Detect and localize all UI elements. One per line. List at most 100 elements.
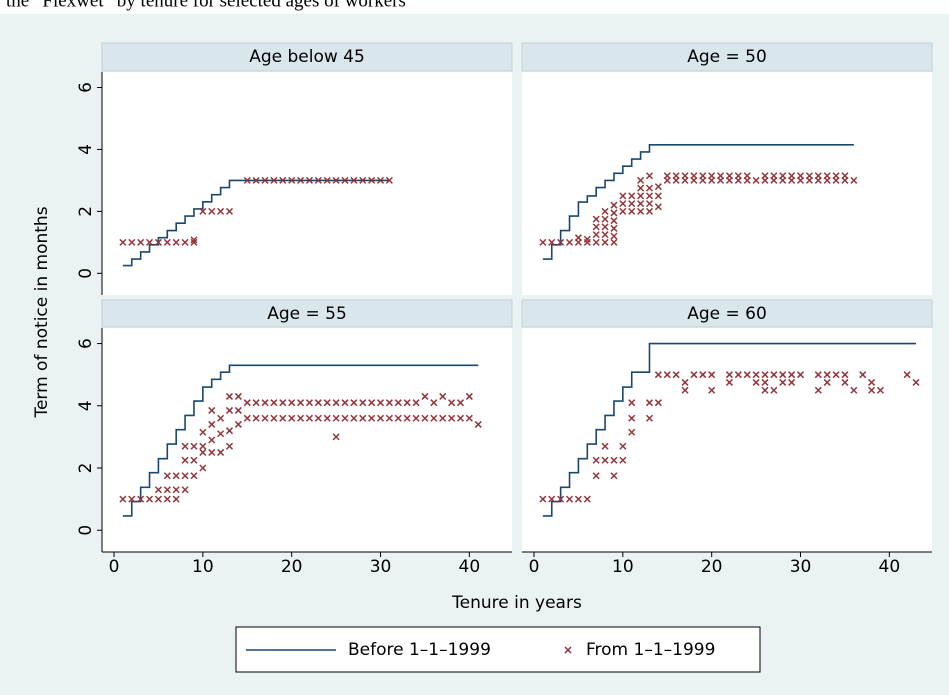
x-tick-label: 30 <box>790 557 812 577</box>
panel-header <box>521 299 933 328</box>
panel-header <box>101 42 513 72</box>
x-marker <box>368 414 376 422</box>
x-marker <box>163 486 171 494</box>
panel-title: Age = 60 <box>687 304 767 324</box>
x-marker <box>190 456 198 464</box>
x-marker <box>645 399 654 407</box>
x-marker <box>181 486 189 494</box>
x-marker <box>243 399 251 407</box>
x-marker <box>761 378 769 386</box>
x-marker <box>279 399 287 407</box>
x-marker <box>796 172 805 180</box>
x-marker <box>637 192 645 200</box>
x-marker <box>350 414 358 422</box>
x-marker <box>128 238 136 246</box>
x-marker <box>323 399 331 407</box>
x-marker <box>619 456 627 464</box>
x-marker <box>190 238 198 246</box>
x-marker <box>305 399 313 407</box>
x-marker <box>628 414 636 422</box>
x-marker <box>403 399 411 407</box>
x-marker <box>539 495 547 503</box>
panel-header <box>521 42 933 72</box>
x-marker <box>619 192 627 200</box>
x-marker <box>796 371 805 379</box>
x-marker <box>448 414 456 422</box>
panel-header <box>101 299 513 328</box>
x-marker <box>217 448 225 456</box>
x-marker <box>376 176 385 184</box>
x-marker <box>637 176 645 184</box>
x-marker <box>172 238 180 246</box>
x-marker <box>332 176 340 184</box>
x-marker <box>305 176 313 184</box>
x-marker <box>439 392 447 400</box>
x-marker <box>850 386 858 394</box>
x-marker <box>628 200 636 208</box>
x-marker <box>859 371 867 379</box>
x-marker <box>654 183 662 191</box>
x-marker <box>770 172 778 180</box>
x-marker <box>145 238 154 246</box>
x-marker <box>137 238 145 246</box>
x-marker <box>332 399 340 407</box>
x-marker <box>474 420 482 428</box>
x-marker <box>592 456 600 464</box>
x-marker <box>199 207 207 215</box>
x-marker <box>208 420 216 428</box>
x-tick-label: 20 <box>701 557 723 577</box>
x-marker <box>610 472 618 480</box>
x-tick-label: 10 <box>612 557 634 577</box>
x-marker <box>234 406 242 414</box>
x-marker <box>403 414 411 422</box>
x-marker <box>725 371 733 379</box>
x-marker <box>314 399 322 407</box>
x-marker <box>823 378 831 386</box>
x-marker <box>583 235 591 243</box>
x-marker <box>708 172 716 180</box>
x-marker <box>672 172 680 180</box>
plot-area <box>102 328 512 552</box>
step-line <box>122 364 479 517</box>
x-marker <box>181 456 189 464</box>
x-marker <box>557 238 565 246</box>
x-marker <box>181 472 189 480</box>
x-marker <box>350 399 358 407</box>
x-marker <box>681 378 689 386</box>
x-marker <box>645 200 654 208</box>
x-marker <box>734 371 742 379</box>
x-marker <box>448 399 456 407</box>
x-marker <box>770 371 778 379</box>
x-marker <box>832 371 840 379</box>
x-marker <box>252 176 260 184</box>
x-marker <box>628 207 636 215</box>
x-tick-label: 40 <box>879 557 901 577</box>
x-marker <box>779 371 787 379</box>
x-marker <box>145 495 154 503</box>
x-marker <box>297 399 305 407</box>
x-marker <box>394 414 402 422</box>
x-marker <box>199 442 207 450</box>
x-marker <box>323 176 331 184</box>
x-marker <box>199 464 207 472</box>
x-marker <box>172 472 180 480</box>
x-marker <box>868 378 876 386</box>
plot-area <box>522 328 932 552</box>
x-marker <box>208 448 216 456</box>
x-marker <box>465 392 473 400</box>
x-marker <box>654 399 662 407</box>
x-marker <box>279 176 287 184</box>
x-marker <box>574 495 582 503</box>
x-marker <box>261 176 269 184</box>
x-marker <box>583 495 591 503</box>
legend-marker <box>564 646 572 654</box>
x-marker <box>208 406 216 414</box>
x-marker <box>903 371 911 379</box>
x-marker <box>270 176 278 184</box>
x-marker <box>645 414 654 422</box>
x-marker <box>172 495 180 503</box>
x-marker <box>832 172 840 180</box>
x-marker <box>663 172 671 180</box>
legend-label: From 1–1–1999 <box>586 640 715 660</box>
y-tick-label: 4 <box>76 144 96 155</box>
